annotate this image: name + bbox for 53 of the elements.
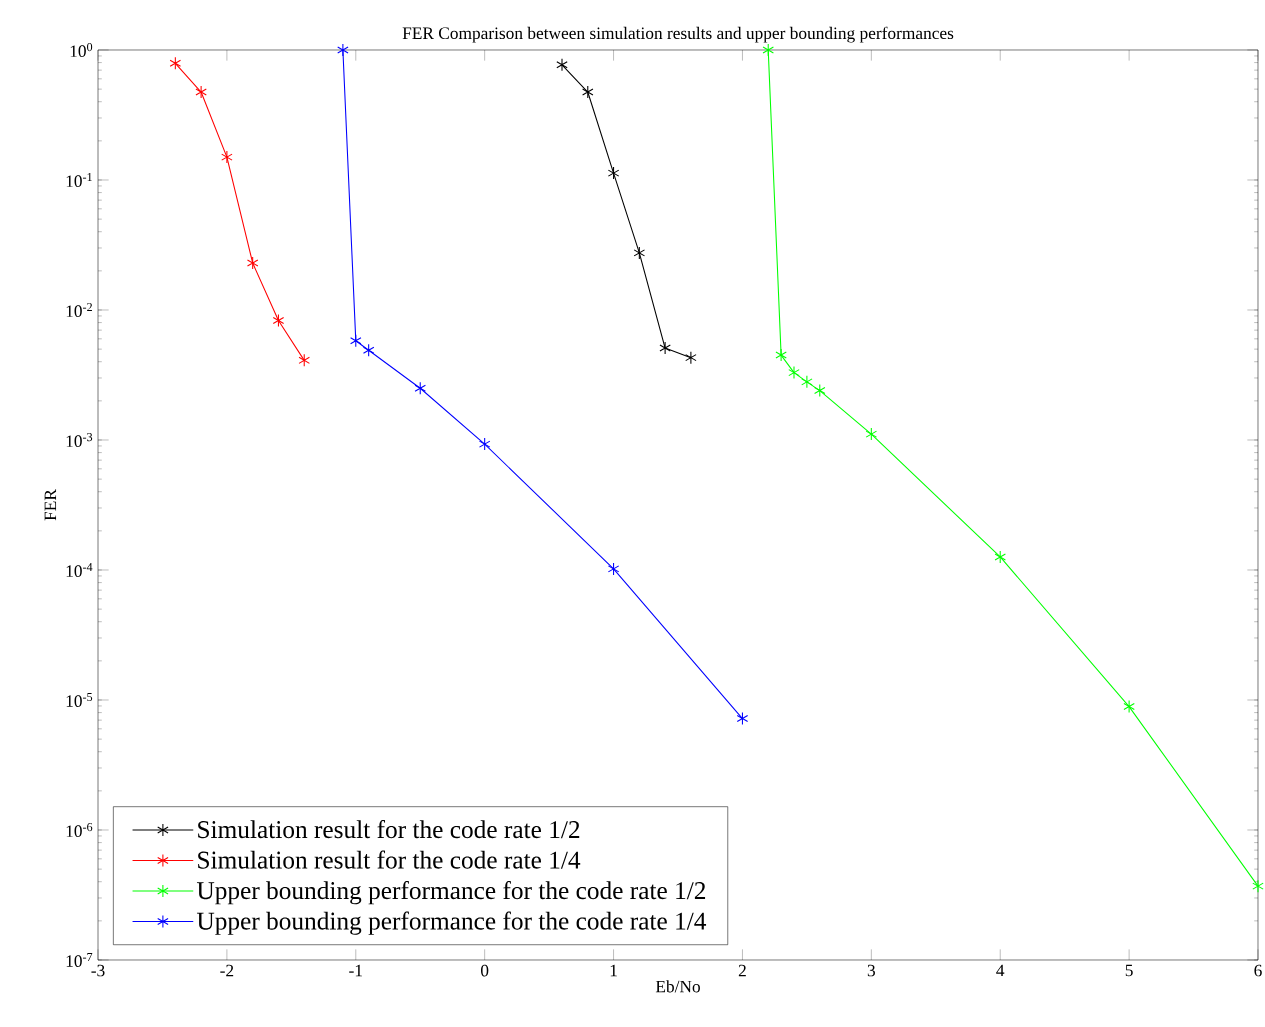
x-tick-label: 1 bbox=[610, 964, 617, 977]
x-tick-label: -2 bbox=[220, 964, 234, 977]
point bbox=[272, 313, 285, 328]
point bbox=[685, 351, 697, 365]
point bbox=[801, 375, 813, 389]
point bbox=[788, 366, 800, 380]
point bbox=[478, 437, 491, 451]
legend-label: Upper bounding performance for the code rate 1/2 bbox=[196, 881, 706, 905]
y-tick-label: 10$^{-7}$ bbox=[66, 953, 93, 967]
x-tick-label: -3 bbox=[91, 964, 105, 977]
x-tick-label: 6 bbox=[1254, 964, 1262, 977]
point bbox=[246, 256, 259, 270]
point bbox=[1252, 879, 1264, 893]
y-tick-label: 10$^{-1}$ bbox=[66, 173, 92, 187]
point bbox=[865, 427, 878, 441]
point bbox=[762, 43, 774, 57]
point bbox=[556, 58, 568, 72]
y-tick-label: 10$^{-2}$ bbox=[66, 302, 92, 317]
x-tick-label: 0 bbox=[481, 964, 489, 977]
x-tick-label: 5 bbox=[1125, 964, 1133, 977]
x-tick-label: 4 bbox=[996, 964, 1005, 977]
point bbox=[607, 562, 620, 576]
y-tick-label: 10$^{-6}$ bbox=[66, 823, 93, 837]
y-tick-label: 10$^{-3}$ bbox=[66, 433, 93, 447]
point bbox=[814, 384, 826, 398]
point bbox=[362, 343, 375, 357]
point bbox=[414, 381, 426, 395]
x-tick-label: 2 bbox=[738, 964, 746, 977]
legend-label: Simulation result for the code rate 1/4 bbox=[198, 850, 581, 869]
point bbox=[350, 334, 362, 348]
x-tick-label: 3 bbox=[867, 964, 875, 977]
point bbox=[582, 85, 594, 99]
legend-label: Simulation result for the code rate 1/2 bbox=[198, 820, 580, 839]
y-tick-label: 10$^{-5}$ bbox=[66, 693, 93, 707]
point bbox=[736, 712, 749, 726]
x-tick-label: -1 bbox=[349, 964, 362, 977]
point bbox=[169, 56, 182, 70]
point bbox=[659, 341, 671, 355]
y-tick-label: 10$^{0}$ bbox=[70, 42, 93, 58]
point bbox=[775, 348, 787, 362]
legend-label: Upper bounding performance for the code rate 1/4 bbox=[196, 911, 707, 935]
point bbox=[633, 246, 646, 260]
point bbox=[994, 550, 1006, 564]
chart-title: FER Comparison between simulation results and upper bounding performances bbox=[402, 26, 954, 43]
point bbox=[607, 166, 620, 180]
y-axis-title: FER bbox=[44, 489, 57, 521]
point bbox=[221, 150, 233, 164]
point bbox=[195, 85, 207, 99]
point bbox=[337, 43, 349, 57]
y-tick-label: 10$^{-4}$ bbox=[66, 563, 93, 577]
point bbox=[1123, 700, 1135, 714]
x-axis-title: Eb/No bbox=[655, 980, 700, 993]
point bbox=[298, 353, 310, 367]
